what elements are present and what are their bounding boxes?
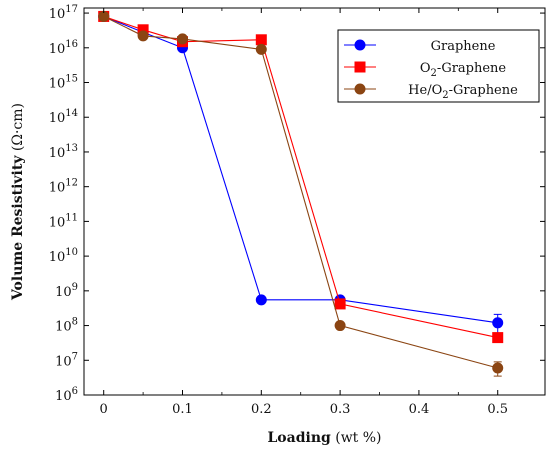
data-point <box>334 298 346 310</box>
data-point <box>255 34 267 46</box>
y-tick-label: 1014 <box>49 108 78 126</box>
x-tick-label: 0.3 <box>330 402 351 417</box>
data-point <box>492 362 504 374</box>
y-tick-label: 107 <box>55 351 78 369</box>
data-point <box>492 317 504 329</box>
legend-entry: Graphene <box>344 39 496 54</box>
y-tick-label: 1016 <box>49 39 78 57</box>
x-tick-label: 0.1 <box>172 402 193 417</box>
data-point <box>334 320 346 332</box>
y-tick-label: 1017 <box>49 4 78 22</box>
series-2 <box>98 10 504 377</box>
data-point <box>255 43 267 55</box>
y-tick-label: 108 <box>55 317 78 335</box>
x-axis-title: Loading (wt %) <box>267 430 381 446</box>
y-tick-label: 109 <box>55 282 78 300</box>
y-axis-title: Volume Resistivity (Ω·cm) <box>10 103 26 301</box>
data-point <box>492 332 504 344</box>
y-tick-label: 1012 <box>49 178 78 196</box>
legend-marker <box>354 39 366 51</box>
series-line <box>103 15 498 369</box>
legend-label: Graphene <box>431 39 496 54</box>
plot-frame <box>83 7 546 396</box>
legend-label: He/O2-Graphene <box>408 83 518 101</box>
y-tick-label: 1013 <box>49 143 78 161</box>
x-tick-label: 0.5 <box>487 402 508 417</box>
legend-label: O2-Graphene <box>420 61 507 79</box>
data-point <box>177 33 189 45</box>
data-point <box>255 294 267 306</box>
data-point <box>137 30 149 42</box>
legend-marker <box>354 83 366 95</box>
y-tick-label: 1011 <box>49 212 78 230</box>
y-tick-label: 106 <box>55 386 78 404</box>
x-tick-label: 0.2 <box>251 402 272 417</box>
series-line <box>103 15 498 339</box>
x-tick-label: 0.4 <box>409 402 430 417</box>
x-tick-label: 0 <box>100 402 108 417</box>
legend-marker <box>354 61 366 73</box>
series-line <box>103 15 498 324</box>
y-tick-label: 1015 <box>49 74 78 92</box>
legend-entry: O2-Graphene <box>344 61 506 79</box>
legend-entry: He/O2-Graphene <box>344 83 518 101</box>
y-tick-label: 1010 <box>49 247 78 265</box>
legend-box <box>337 29 540 103</box>
